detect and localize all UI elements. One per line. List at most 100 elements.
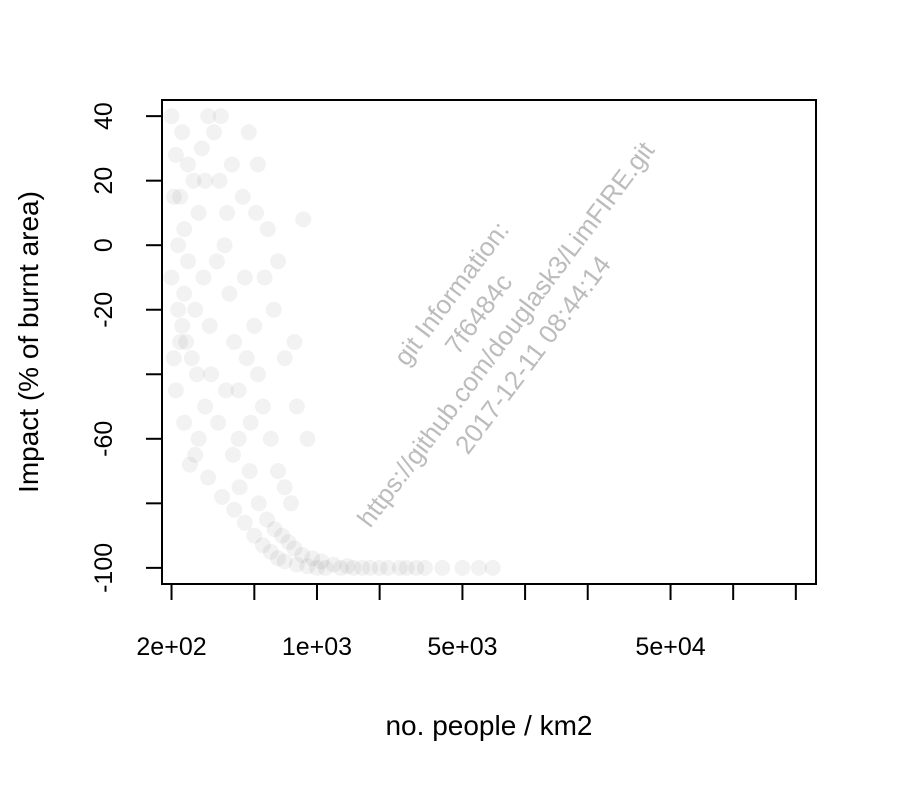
data-point-74 (201, 317, 218, 334)
data-point-7 (174, 317, 191, 334)
x-tick-label-0: 2e+02 (136, 633, 206, 661)
data-point-29 (262, 543, 279, 560)
data-point-81 (259, 511, 275, 528)
data-point-15 (211, 172, 228, 189)
x-tick-label-4: 5e+03 (427, 633, 497, 661)
data-point-36 (332, 559, 349, 576)
data-point-24 (214, 488, 231, 505)
data-point-52 (262, 430, 279, 447)
data-point-2 (172, 188, 189, 205)
y-tick-label-0: 40 (90, 102, 118, 130)
data-point-70 (170, 237, 187, 254)
data-point-94 (408, 559, 425, 576)
data-point-108 (180, 156, 196, 173)
data-point-10 (187, 301, 204, 318)
data-point-34 (309, 559, 325, 576)
data-point-49 (242, 414, 259, 431)
data-point-59 (240, 124, 257, 141)
data-point-35 (317, 559, 334, 576)
data-point-101 (256, 269, 273, 286)
data-point-50 (230, 430, 247, 447)
data-point-51 (254, 398, 271, 415)
data-point-78 (231, 479, 248, 496)
data-point-58 (249, 156, 266, 173)
data-point-102 (248, 204, 265, 221)
data-point-68 (165, 188, 182, 205)
data-point-99 (299, 430, 316, 447)
data-point-95 (295, 211, 312, 228)
data-point-8 (178, 334, 195, 350)
data-point-0 (163, 108, 180, 125)
data-point-6 (170, 301, 187, 318)
data-point-62 (208, 253, 225, 270)
data-point-60 (234, 188, 251, 205)
data-point-103 (238, 350, 255, 367)
data-point-61 (223, 156, 240, 173)
data-point-53 (270, 463, 286, 480)
data-point-73 (195, 269, 212, 286)
data-point-31 (276, 553, 293, 570)
data-point-67 (176, 285, 193, 302)
data-point-66 (181, 456, 198, 473)
data-point-93 (391, 559, 408, 576)
data-point-55 (283, 495, 299, 512)
data-point-26 (236, 514, 253, 531)
data-point-109 (172, 334, 189, 350)
data-point-13 (200, 108, 217, 125)
data-point-19 (230, 382, 247, 399)
data-point-30 (270, 550, 286, 567)
data-point-9 (183, 350, 200, 367)
data-point-47 (246, 317, 263, 334)
data-point-105 (212, 108, 229, 125)
data-point-77 (225, 446, 241, 463)
y-tick-label-2: 0 (90, 238, 118, 252)
data-point-92 (371, 559, 388, 576)
data-point-42 (434, 559, 451, 576)
data-point-82 (266, 521, 283, 538)
data-point-91 (354, 559, 371, 576)
data-point-83 (274, 527, 291, 544)
data-point-5 (163, 269, 180, 286)
data-point-84 (280, 534, 297, 551)
data-point-97 (270, 253, 286, 270)
data-point-33 (299, 558, 316, 575)
data-point-107 (189, 366, 205, 383)
data-point-12 (193, 140, 210, 157)
data-point-32 (288, 556, 305, 573)
data-point-39 (380, 559, 397, 576)
data-point-98 (288, 398, 305, 415)
data-point-54 (276, 479, 293, 496)
data-point-11 (190, 204, 207, 221)
data-point-56 (265, 301, 282, 318)
y-axis-title: Impact (% of burnt area) (13, 191, 44, 493)
data-point-17 (221, 285, 238, 302)
data-point-3 (176, 221, 193, 238)
data-point-1 (167, 146, 184, 163)
data-point-14 (206, 124, 222, 141)
x-axis: 2e+02 1e+03 5e+03 5e+04 (136, 584, 797, 661)
data-point-106 (197, 172, 214, 189)
data-point-4 (180, 253, 196, 270)
data-point-89 (325, 556, 342, 573)
data-point-79 (241, 463, 258, 480)
data-point-57 (259, 221, 276, 238)
data-point-80 (250, 495, 267, 512)
data-point-23 (200, 469, 217, 486)
data-point-18 (226, 334, 243, 350)
data-point-28 (254, 537, 271, 554)
data-point-87 (304, 550, 321, 567)
data-point-63 (203, 366, 220, 383)
data-point-64 (197, 398, 214, 415)
y-tick-label-3: -20 (90, 292, 118, 328)
y-tick-label-1: 20 (90, 167, 118, 195)
x-tick-label-7: 5e+04 (635, 633, 705, 661)
data-point-85 (286, 540, 303, 557)
y-tick-label-5: -60 (90, 421, 118, 457)
data-point-71 (174, 124, 191, 141)
data-point-72 (185, 172, 202, 189)
data-point-65 (190, 430, 207, 447)
data-point-22 (187, 446, 204, 463)
data-point-41 (416, 559, 433, 576)
data-point-76 (217, 382, 234, 399)
